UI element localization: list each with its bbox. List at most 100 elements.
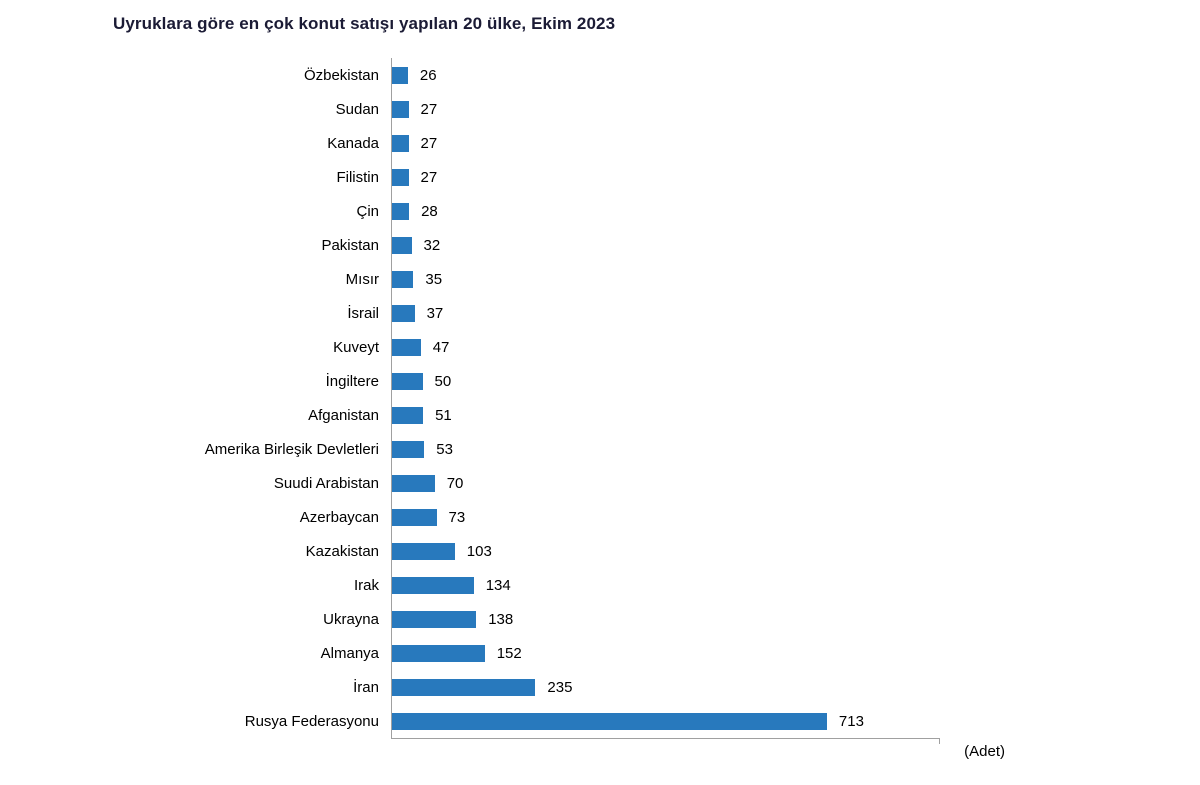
bar bbox=[392, 610, 477, 628]
value-label: 27 bbox=[420, 100, 438, 118]
bar-area: 26 bbox=[391, 58, 941, 92]
chart-row: Özbekistan 26 bbox=[113, 58, 1200, 92]
bar bbox=[392, 134, 409, 152]
value-label: 73 bbox=[448, 508, 466, 526]
chart-row: İngiltere 50 bbox=[113, 364, 1200, 398]
bar-area: 35 bbox=[391, 262, 941, 296]
category-label: Irak bbox=[353, 576, 379, 594]
category-label: Mısır bbox=[345, 270, 379, 288]
value-label: 32 bbox=[423, 236, 441, 254]
category-label: Filistin bbox=[336, 168, 379, 186]
chart-row: Rusya Federasyonu 713 bbox=[113, 704, 1200, 738]
chart-title: Uyruklara göre en çok konut satışı yapıl… bbox=[113, 14, 616, 33]
value-label: 50 bbox=[434, 372, 452, 390]
bar-area: 138 bbox=[391, 602, 941, 636]
bar-area: 51 bbox=[391, 398, 941, 432]
bar-area: 27 bbox=[391, 92, 941, 126]
bar bbox=[392, 100, 409, 118]
bar bbox=[392, 542, 455, 560]
value-label: 152 bbox=[496, 644, 522, 662]
chart-row: Almanya 152 bbox=[113, 636, 1200, 670]
category-label: Azerbaycan bbox=[299, 508, 379, 526]
value-label: 47 bbox=[432, 338, 450, 356]
category-label: Afganistan bbox=[308, 406, 379, 424]
bar-area: 73 bbox=[391, 500, 941, 534]
bar-area: 27 bbox=[391, 126, 941, 160]
bar-area: 53 bbox=[391, 432, 941, 466]
bar-area: 47 bbox=[391, 330, 941, 364]
chart-row: İsrail 37 bbox=[113, 296, 1200, 330]
bar bbox=[392, 474, 435, 492]
chart-row: Kuveyt 47 bbox=[113, 330, 1200, 364]
value-label: 138 bbox=[488, 610, 514, 628]
value-label: 26 bbox=[419, 66, 437, 84]
bar-area: 235 bbox=[391, 670, 941, 704]
chart-row: Filistin 27 bbox=[113, 160, 1200, 194]
value-label: 27 bbox=[420, 168, 438, 186]
chart-rows: Özbekistan 26 Sudan 27 Kanada 27 Filistin 27 Çin… bbox=[113, 58, 1200, 738]
value-label: 713 bbox=[838, 712, 864, 730]
bar-area: 37 bbox=[391, 296, 941, 330]
category-label: İngiltere bbox=[325, 372, 379, 390]
category-label: Kanada bbox=[327, 134, 379, 152]
category-label: Rusya Federasyonu bbox=[244, 712, 379, 730]
bar bbox=[392, 712, 827, 730]
category-label: Ukrayna bbox=[323, 610, 379, 628]
category-label: Suudi Arabistan bbox=[273, 474, 379, 492]
chart-row: Pakistan 32 bbox=[113, 228, 1200, 262]
category-label: Kazakistan bbox=[305, 542, 379, 560]
bar-area: 32 bbox=[391, 228, 941, 262]
category-label: Özbekistan bbox=[303, 66, 379, 84]
value-label: 28 bbox=[421, 202, 438, 220]
bar bbox=[392, 168, 409, 186]
bar bbox=[392, 270, 414, 288]
category-label: İsrail bbox=[347, 304, 379, 322]
category-label: Almanya bbox=[320, 644, 379, 662]
chart-row: İran 235 bbox=[113, 670, 1200, 704]
chart-row: Çin 28 bbox=[113, 194, 1200, 228]
bar bbox=[392, 304, 415, 322]
category-label: Sudan bbox=[335, 100, 379, 118]
bar bbox=[392, 576, 474, 594]
bar bbox=[392, 406, 424, 424]
value-label: 35 bbox=[425, 270, 443, 288]
bar-area: 50 bbox=[391, 364, 941, 398]
value-label: 51 bbox=[435, 406, 452, 424]
value-label: 37 bbox=[426, 304, 444, 322]
bar bbox=[392, 236, 412, 254]
value-label: 53 bbox=[436, 440, 453, 458]
x-axis-line bbox=[391, 738, 940, 744]
value-label: 70 bbox=[446, 474, 464, 492]
chart-row: Suudi Arabistan 70 bbox=[113, 466, 1200, 500]
bar bbox=[392, 508, 437, 526]
category-label: Amerika Birleşik Devletleri bbox=[204, 440, 379, 458]
category-label: Kuveyt bbox=[333, 338, 379, 356]
bar-area: 70 bbox=[391, 466, 941, 500]
value-label: 235 bbox=[547, 678, 573, 696]
bar-area: 152 bbox=[391, 636, 941, 670]
chart-row: Kanada 27 bbox=[113, 126, 1200, 160]
value-label: 134 bbox=[485, 576, 511, 594]
bar bbox=[392, 372, 423, 390]
bar-area: 713 bbox=[391, 704, 941, 738]
chart-row: Afganistan 51 bbox=[113, 398, 1200, 432]
category-label: İran bbox=[353, 678, 379, 696]
value-label: 27 bbox=[420, 134, 438, 152]
chart-row: Kazakistan 103 bbox=[113, 534, 1200, 568]
chart-row: Sudan 27 bbox=[113, 92, 1200, 126]
value-label: 103 bbox=[466, 542, 492, 560]
chart-row: Amerika Birleşik Devletleri 53 bbox=[113, 432, 1200, 466]
category-label: Pakistan bbox=[321, 236, 379, 254]
chart-row: Mısır 35 bbox=[113, 262, 1200, 296]
chart-row: Azerbaycan 73 bbox=[113, 500, 1200, 534]
bar-chart: Özbekistan 26 Sudan 27 Kanada 27 Filistin 27 Çin… bbox=[113, 58, 1200, 760]
bar bbox=[392, 66, 408, 84]
chart-row: Irak 134 bbox=[113, 568, 1200, 602]
bar bbox=[392, 440, 425, 458]
bar-area: 28 bbox=[391, 194, 941, 228]
bar bbox=[392, 678, 536, 696]
bar bbox=[392, 644, 485, 662]
bar bbox=[392, 202, 410, 220]
bar-area: 134 bbox=[391, 568, 941, 602]
